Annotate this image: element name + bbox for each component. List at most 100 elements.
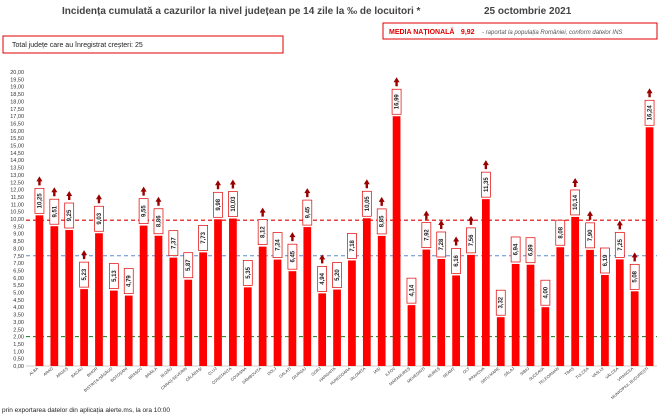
value-label: 8,85 bbox=[380, 215, 386, 227]
x-tick-label: ILFOV bbox=[384, 366, 396, 377]
y-tick-label: 14,00 bbox=[10, 158, 24, 164]
y-tick-label: 2,50 bbox=[13, 327, 24, 333]
bar bbox=[526, 264, 535, 366]
increase-arrow-icon bbox=[363, 179, 370, 189]
y-tick-label: 9,00 bbox=[13, 232, 24, 238]
value-label-box bbox=[198, 225, 208, 251]
y-tick-label: 18,00 bbox=[10, 99, 24, 105]
bar bbox=[333, 289, 341, 366]
bar bbox=[184, 279, 193, 366]
value-label: 7,18 bbox=[350, 239, 356, 251]
x-axis-labels: ALBA ARAD ARGEȘ BACĂU BIHORBISTRIȚA-NĂSĂUDBO… bbox=[28, 366, 649, 401]
chart-date: 25 octombrie 2021 bbox=[484, 6, 572, 17]
value-label: 5,23 bbox=[82, 268, 88, 280]
value-label-box bbox=[79, 261, 89, 288]
value-label: 6,16 bbox=[454, 254, 460, 266]
value-label-box bbox=[421, 222, 432, 248]
y-tick-label: 5,00 bbox=[13, 291, 24, 297]
value-label: 9,25 bbox=[67, 209, 73, 221]
y-tick-label: 7,00 bbox=[13, 261, 24, 267]
y-tick-label: 6,00 bbox=[13, 276, 24, 282]
y-tick-label: 20,00 bbox=[10, 70, 24, 76]
x-tick-label: BRAȘOV bbox=[127, 366, 143, 381]
y-tick-label: 11,00 bbox=[11, 202, 24, 208]
bar bbox=[586, 249, 594, 366]
x-tick-label: BRĂILA bbox=[144, 366, 158, 379]
value-label-box bbox=[614, 232, 625, 258]
bar bbox=[467, 254, 475, 366]
value-label: 7,37 bbox=[171, 237, 177, 249]
bar bbox=[556, 247, 565, 366]
y-tick-label: 5,50 bbox=[13, 283, 24, 289]
value-label: 5,35 bbox=[246, 266, 252, 278]
y-tick-label: 4,00 bbox=[13, 305, 24, 311]
value-label: 7,90 bbox=[588, 229, 594, 241]
x-tick-label: TIMIȘ bbox=[563, 366, 575, 377]
y-tick-label: 0,50 bbox=[13, 357, 24, 363]
bar bbox=[362, 218, 371, 366]
increase-arrow-icon bbox=[616, 220, 623, 230]
y-tick-label: 16,50 bbox=[10, 121, 24, 127]
value-label-box bbox=[257, 219, 268, 245]
y-tick-label: 8,00 bbox=[13, 246, 24, 252]
x-tick-label: ALBA bbox=[28, 366, 39, 377]
bar bbox=[109, 290, 118, 366]
x-tick-label: OLT bbox=[462, 366, 471, 375]
national-average-note: - raportat la populația României, confor… bbox=[482, 30, 622, 36]
x-tick-label: TULCEA bbox=[574, 366, 590, 380]
bar bbox=[35, 215, 44, 366]
value-label: 7,28 bbox=[439, 238, 445, 250]
bar bbox=[229, 218, 237, 366]
increase-arrow-icon bbox=[572, 177, 579, 187]
y-tick-label: 14,50 bbox=[10, 151, 24, 157]
value-label: 9,03 bbox=[97, 212, 103, 224]
bar bbox=[124, 295, 133, 366]
bar bbox=[407, 305, 416, 366]
bar bbox=[65, 230, 74, 366]
y-tick-label: 9,50 bbox=[13, 224, 24, 230]
increase-arrow-icon bbox=[229, 179, 236, 189]
increase-arrow-icon bbox=[467, 215, 474, 225]
bar bbox=[496, 317, 505, 366]
value-label: 8,86 bbox=[156, 215, 162, 227]
value-label: 5,20 bbox=[335, 269, 341, 281]
value-label: 9,98 bbox=[216, 198, 222, 210]
value-label-box bbox=[376, 208, 387, 235]
value-label: 11,35 bbox=[484, 177, 490, 192]
x-tick-label: NEAMȚ bbox=[442, 366, 456, 379]
bar bbox=[273, 259, 282, 366]
x-tick-label: ARAD bbox=[42, 366, 54, 377]
x-tick-label: ARGEȘ bbox=[55, 366, 69, 379]
increase-arrow-icon bbox=[95, 194, 102, 204]
value-label-box bbox=[466, 227, 476, 254]
bar bbox=[615, 259, 624, 366]
value-label-box bbox=[361, 190, 372, 217]
y-tick-label: 3,50 bbox=[13, 313, 24, 319]
x-tick-label: SĂLAJ bbox=[503, 366, 516, 378]
value-label: 7,24 bbox=[276, 239, 282, 251]
bar bbox=[214, 219, 222, 366]
x-tick-label: SIBIU bbox=[519, 366, 530, 377]
y-tick-label: 3,00 bbox=[13, 320, 24, 326]
value-label: 7,56 bbox=[469, 234, 475, 246]
value-label-box bbox=[585, 222, 595, 249]
national-average-label: MEDIA NAȚIONALĂ bbox=[389, 27, 454, 36]
value-label-box bbox=[183, 252, 194, 279]
y-tick-label: 12,00 bbox=[10, 188, 24, 194]
increase-arrow-icon bbox=[36, 176, 43, 186]
bar bbox=[571, 216, 580, 366]
value-label: 16,99 bbox=[395, 94, 401, 110]
value-label-box bbox=[34, 187, 45, 214]
value-label-box bbox=[391, 88, 402, 115]
increase-arrow-icon bbox=[453, 236, 460, 246]
value-label: 10,03 bbox=[231, 196, 237, 212]
value-label-box bbox=[49, 198, 60, 225]
y-tick-label: 0,00 bbox=[13, 364, 24, 370]
national-average-box: MEDIA NAȚIONALĂ 9,92 - raportat la popul… bbox=[382, 22, 658, 40]
increase-arrow-icon bbox=[587, 210, 594, 220]
x-tick-label: CLUJ bbox=[207, 366, 218, 376]
value-label: 6,19 bbox=[603, 254, 609, 266]
value-label-box bbox=[406, 277, 417, 304]
bar bbox=[95, 233, 103, 366]
value-label: 4,14 bbox=[409, 284, 415, 296]
